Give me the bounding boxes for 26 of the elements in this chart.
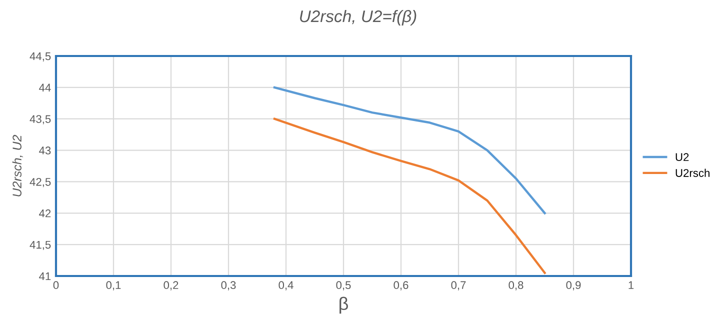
x-tick-label: 0,8	[508, 281, 524, 290]
legend-label: U2rsch	[676, 168, 710, 177]
x-tick-label: 0,9	[566, 281, 581, 290]
y-tick-label: 44,5	[30, 52, 51, 62]
x-tick-label: 0,6	[394, 281, 408, 290]
x-tick-label: 0,7	[451, 281, 466, 290]
x-tick-label: 0,2	[164, 281, 178, 290]
chart-title: U2rsch, U2=f(β)	[300, 10, 416, 26]
x-tick-label: 0	[53, 281, 59, 290]
y-tick-label: 41,5	[30, 240, 51, 250]
y-tick-label: 44	[39, 84, 51, 92]
line-series	[273, 118, 546, 274]
y-tick-label: 42	[39, 209, 51, 218]
y-tick-label: 42,5	[30, 178, 51, 188]
y-tick-label: 43	[39, 146, 51, 154]
y-tick-label: 41	[39, 272, 51, 280]
x-tick-label: 0,5	[336, 281, 351, 290]
x-tick-label: 1	[628, 281, 634, 289]
x-tick-label: 0,1	[106, 281, 121, 290]
x-tick-label: 0,3	[221, 281, 236, 290]
x-axis-title: β	[340, 296, 348, 314]
y-axis-title: U2rsch, U2	[12, 134, 23, 196]
y-tick-label: 43,5	[30, 115, 51, 124]
x-tick-label: 0,4	[278, 281, 294, 290]
legend-label: U2	[676, 153, 689, 162]
line-series	[273, 86, 546, 214]
